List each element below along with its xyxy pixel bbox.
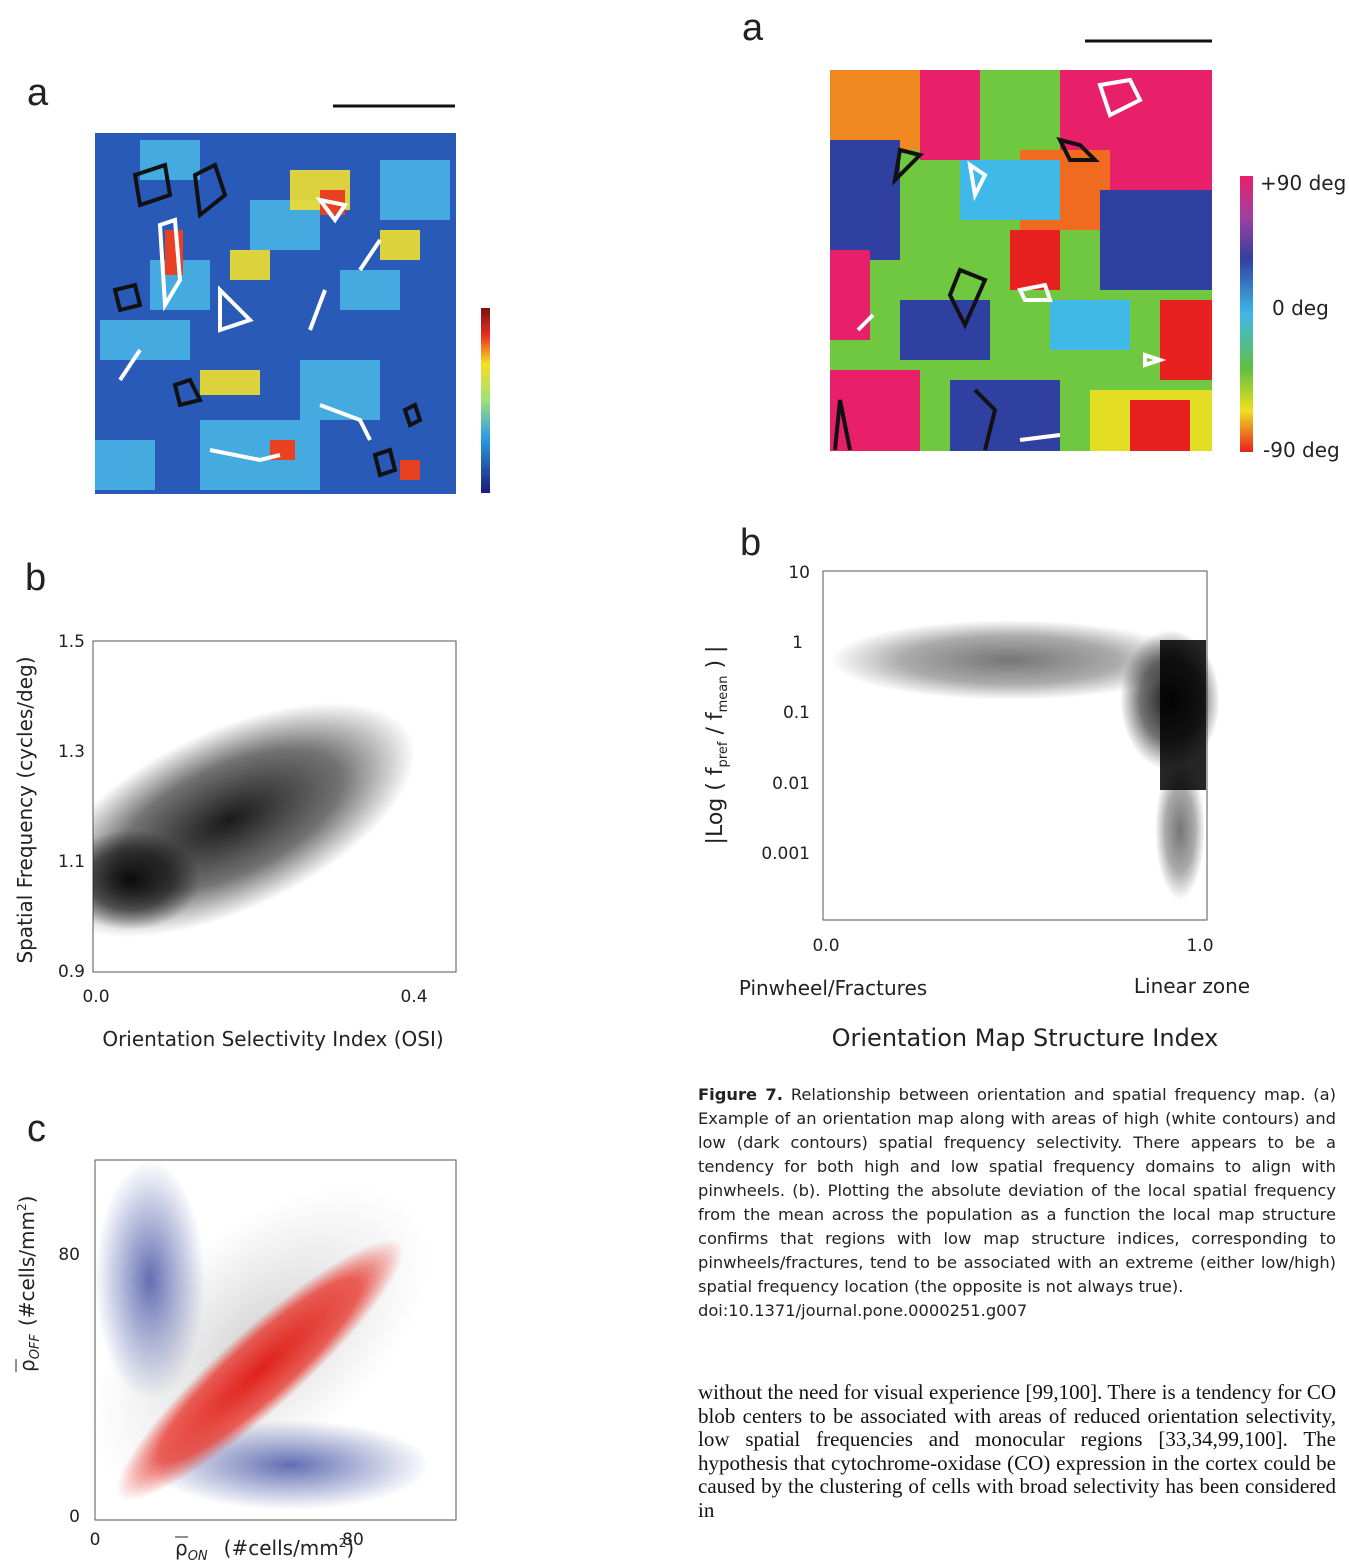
caption-text: Relationship between orientation and spa…: [698, 1085, 1336, 1296]
scatter-cloud: [91, 1160, 430, 1510]
unit: ): [15, 1196, 39, 1204]
colorbar-label: -90 deg: [1263, 438, 1340, 462]
panel-label: a: [742, 7, 764, 49]
y-label-part: / f: [703, 711, 728, 741]
spatial-frequency-map: [95, 133, 456, 494]
x-axis-label: ρON (#cells/mm2): [175, 1536, 354, 1562]
unit: ): [346, 1536, 354, 1560]
x-tick-label: 0.0: [812, 936, 839, 956]
figures: a b 1.5 1.3 1.1 0.9 0.0 0.4 Orientation …: [13, 7, 1346, 1052]
x-axis-label: Orientation Selectivity Index (OSI): [102, 1027, 443, 1051]
y-axis-label: ρOFF (#cells/mm2): [15, 1196, 43, 1372]
scatter-cloud: [830, 620, 1220, 900]
body-text: without the need for visual experience […: [698, 1380, 1336, 1522]
symbol: ρ: [15, 1359, 39, 1372]
subscript: ON: [188, 1549, 208, 1562]
x-end-label: Pinwheel/Fractures: [739, 976, 927, 1000]
colorbar: [481, 308, 490, 493]
y-tick-label: 1.5: [58, 632, 85, 652]
figure-caption: Figure 7. Relationship between orientati…: [698, 1083, 1336, 1323]
subscript: OFF: [28, 1334, 43, 1360]
x-end-label: Linear zone: [1134, 974, 1250, 998]
y-tick-label: 0.9: [58, 962, 85, 982]
panel-label: c: [27, 1108, 46, 1150]
y-label-part: |Log ( f: [703, 766, 728, 844]
y-axis-label: Spatial Frequency (cycles/deg): [13, 656, 37, 963]
y-label-part: ) |: [703, 646, 728, 676]
panel-label: b: [25, 557, 46, 599]
unit: (#cells/mm: [15, 1211, 39, 1326]
y-axis-label: |Log ( fpref / fmean ) |: [703, 646, 731, 845]
panel-label: b: [740, 522, 761, 564]
scatter-cloud: [93, 702, 416, 938]
y-tick-label: 80: [58, 1245, 80, 1265]
x-tick-label: 0: [90, 1530, 101, 1550]
colorbar: [1240, 176, 1253, 452]
caption-label: Figure 7.: [698, 1085, 783, 1104]
symbol: ρ: [175, 1536, 188, 1560]
unit: (#cells/mm: [224, 1536, 339, 1560]
superscript: 2: [339, 1536, 347, 1550]
colorbar-label: +90 deg: [1260, 171, 1346, 195]
x-tick-label: 0.0: [82, 987, 109, 1007]
superscript: 2: [15, 1203, 29, 1211]
colorbar-label: 0 deg: [1272, 296, 1329, 320]
doi: doi:10.1371/journal.pone.0000251.g007: [698, 1301, 1028, 1320]
x-tick-label: 80: [342, 1530, 364, 1550]
y-tick-label: 0.001: [761, 844, 810, 864]
axes-frame: [94, 1159, 457, 1521]
y-tick-label: 1.3: [58, 742, 85, 762]
x-tick-label: 0.4: [400, 987, 427, 1007]
y-tick-label: 0.1: [783, 703, 810, 723]
panel-label: a: [27, 72, 49, 114]
x-tick-label: 1.0: [1186, 936, 1213, 956]
y-label-sub: mean: [716, 676, 731, 713]
figure-c: c 80 0 0 80 ρON (#cells/mm2) ρOFF(#cells/…: [15, 1108, 457, 1562]
y-axis-text: ρOFF (#cells/mm2): [15, 1196, 43, 1372]
y-tick-label: 0.01: [772, 774, 810, 794]
y-label-sub: pref: [716, 741, 731, 767]
x-axis-label: Orientation Map Structure Index: [832, 1024, 1219, 1052]
y-tick-label: 1.1: [58, 852, 85, 872]
y-tick-label: 1: [792, 633, 803, 653]
y-tick-label: 0: [69, 1507, 80, 1527]
orientation-map: [830, 70, 1212, 451]
y-tick-label: 10: [788, 563, 810, 583]
